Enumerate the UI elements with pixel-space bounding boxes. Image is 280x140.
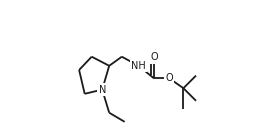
Text: N: N [99,85,106,95]
Text: O: O [165,73,173,83]
Text: O: O [150,52,158,62]
Text: NH: NH [131,61,146,71]
